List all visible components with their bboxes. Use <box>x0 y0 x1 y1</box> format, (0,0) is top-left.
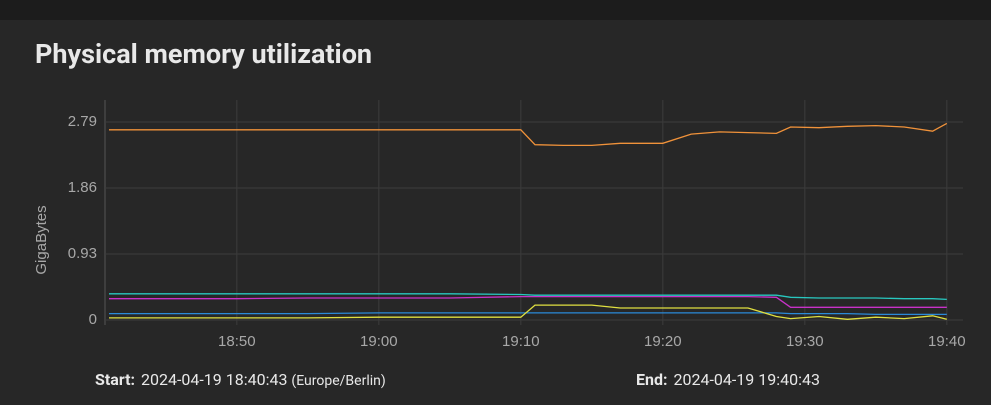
end-value: 2024-04-19 19:40:43 <box>673 370 820 389</box>
y-tick-label: 2.79 <box>68 113 97 130</box>
y-axis-label: GigaBytes <box>33 205 50 274</box>
y-tick-label: 0.93 <box>68 245 97 262</box>
timezone: (Europe/Berlin) <box>291 373 386 389</box>
chart: GigaBytes 0 0.93 1.86 2.79 18:50 19:00 19:10 19… <box>33 100 966 350</box>
line <box>109 293 947 301</box>
y-tick-label: 0 <box>89 311 97 328</box>
top-bar <box>0 0 991 20</box>
end-label: End: <box>636 370 668 389</box>
x-tick-label: 19:20 <box>644 333 682 350</box>
chart-title: Physical memory utilization <box>35 38 373 70</box>
line <box>109 304 947 320</box>
line <box>109 122 948 147</box>
x-tick-label: 19:30 <box>786 333 824 350</box>
x-tick-label: 19:00 <box>360 333 398 350</box>
start-label: Start: <box>95 370 135 389</box>
end-info: End: 2024-04-19 19:40:43 <box>636 370 820 389</box>
y-tick-label: 1.86 <box>68 179 97 196</box>
x-tick-label: 18:50 <box>218 333 256 350</box>
x-tick-label: 19:40 <box>928 333 966 350</box>
start-value: 2024-04-19 18:40:43 <box>141 370 288 389</box>
start-info: Start: 2024-04-19 18:40:43 (Europe/Berlin… <box>95 370 386 389</box>
line <box>109 295 947 308</box>
x-tick-label: 19:10 <box>502 333 540 350</box>
line <box>109 312 947 316</box>
